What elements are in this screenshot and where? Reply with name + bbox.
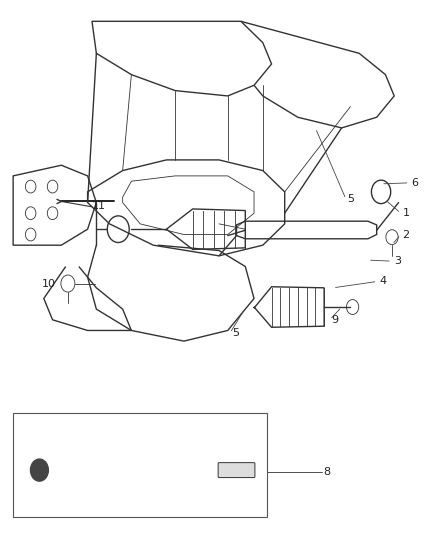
Text: 4: 4 [379,277,386,286]
Text: 2: 2 [403,230,410,239]
FancyBboxPatch shape [218,463,255,478]
Text: 11: 11 [92,201,106,211]
Text: 8: 8 [324,467,331,477]
Text: 3: 3 [394,256,401,266]
Text: 6: 6 [411,178,418,188]
Text: 1: 1 [403,208,410,218]
Text: 5: 5 [232,328,239,338]
Circle shape [30,458,49,482]
Text: 5: 5 [347,195,354,204]
FancyBboxPatch shape [13,413,267,517]
Text: 9: 9 [332,315,339,325]
Text: 10: 10 [42,279,56,288]
Polygon shape [48,457,96,483]
